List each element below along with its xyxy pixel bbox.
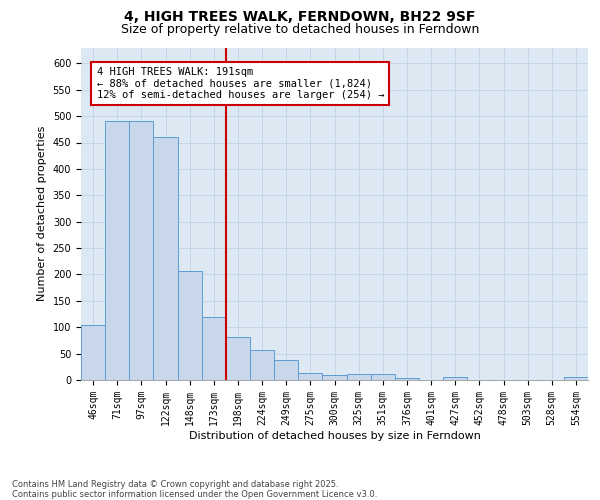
Text: 4 HIGH TREES WALK: 191sqm
← 88% of detached houses are smaller (1,824)
12% of se: 4 HIGH TREES WALK: 191sqm ← 88% of detac… [97,67,384,100]
Bar [347,374,371,380]
Bar [322,375,347,380]
Bar [298,372,322,380]
Y-axis label: Number of detached properties: Number of detached properties [37,126,47,302]
Bar [250,350,274,380]
Bar [154,137,178,380]
Bar [371,374,395,380]
Bar [178,271,202,380]
Text: 4, HIGH TREES WALK, FERNDOWN, BH22 9SF: 4, HIGH TREES WALK, FERNDOWN, BH22 9SF [124,10,476,24]
Bar [202,316,226,380]
Bar [81,324,105,380]
Bar [564,377,588,380]
Bar [274,360,298,380]
Bar [395,378,419,380]
Bar [105,122,129,380]
X-axis label: Distribution of detached houses by size in Ferndown: Distribution of detached houses by size … [188,430,481,440]
Bar [226,336,250,380]
Bar [129,122,154,380]
Bar [443,378,467,380]
Text: Contains HM Land Registry data © Crown copyright and database right 2025.
Contai: Contains HM Land Registry data © Crown c… [12,480,377,499]
Text: Size of property relative to detached houses in Ferndown: Size of property relative to detached ho… [121,22,479,36]
